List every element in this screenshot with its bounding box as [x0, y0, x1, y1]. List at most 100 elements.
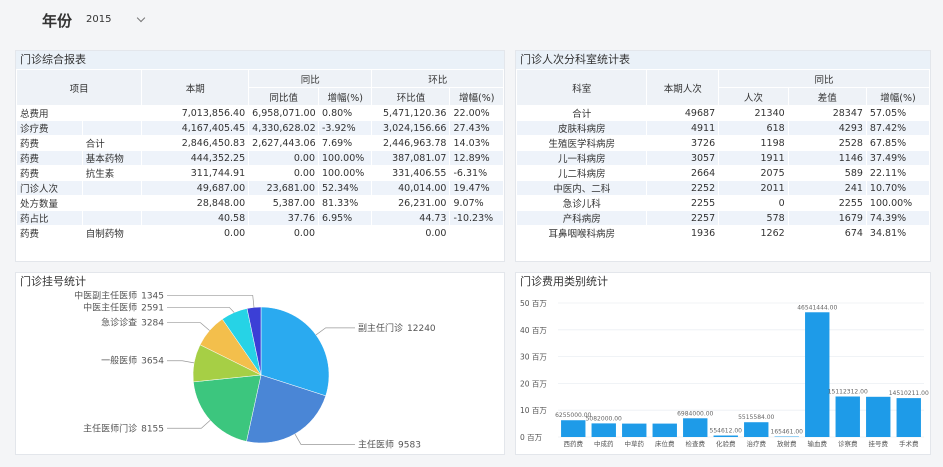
table-cell: 2,846,450.83: [141, 135, 250, 151]
header-cell: 差值: [787, 87, 867, 106]
header-cell: 本期人次: [646, 69, 720, 106]
report-table: 项目 本期 同比 环比 同比值 增幅(%) 环比值 增幅(%) 总费用 7,013…: [16, 69, 504, 241]
x-tick-label: 放射费: [777, 439, 797, 448]
bar: [896, 398, 921, 437]
table-cell: 5,387.00: [248, 195, 319, 211]
dept-table: 科室 本期人次 同比 人次 差值 增幅(%) 合计 49687 21340 28347…: [516, 69, 930, 241]
table-cell: 1146: [787, 150, 867, 166]
bar: [622, 423, 647, 437]
bar: [805, 312, 830, 437]
table-cell: -3.92%: [317, 120, 373, 136]
table-cell: 241: [787, 180, 867, 196]
table-cell: 1262: [718, 225, 789, 241]
panel-title: 门诊人次分科室统计表: [516, 51, 930, 69]
table-cell: 27.43%: [449, 120, 504, 136]
table-cell: 57.05%: [865, 105, 930, 121]
dept-panel: 门诊人次分科室统计表 科室 本期人次 同比 人次 差值 增幅(%) 合计 4968…: [515, 50, 931, 262]
year-label: 年份: [42, 12, 73, 30]
slice-label: 中医主任医师 2591: [83, 301, 164, 313]
table-cell: 100.00%: [317, 165, 373, 181]
table-cell: 311,744.91: [141, 165, 250, 181]
value-label: 6255000.00: [555, 412, 591, 419]
table-cell: 5,471,120.36: [371, 105, 451, 121]
table-cell: [449, 225, 504, 241]
table-cell: 674: [787, 225, 867, 241]
table-cell: 387,081.07: [371, 150, 451, 166]
table-cell: 81.33%: [317, 195, 373, 211]
table-cell: 处方数量: [16, 195, 83, 211]
table-cell: 40.58: [141, 210, 250, 226]
table-cell: 总费用: [16, 105, 83, 121]
table-cell: 0.00: [248, 225, 319, 241]
table-cell: 40,014.00: [371, 180, 451, 196]
value-label: 15112312.00: [828, 388, 868, 395]
slice-name: 副主任门诊: [358, 322, 403, 334]
value-label: 46541444.00: [797, 304, 837, 311]
header-cell: 项目: [16, 69, 143, 106]
table-cell: 0.00: [141, 225, 250, 241]
table-row: 急诊儿科 2255 0 2255 100.00%: [516, 195, 930, 211]
slice-value: 2591: [141, 303, 164, 313]
slice-label: 中医副主任医师 1345: [74, 291, 164, 301]
table-cell: 589: [787, 165, 867, 181]
table-cell: 诊疗费: [16, 120, 83, 136]
slice-value: 3654: [141, 357, 164, 367]
pie-panel: 门诊挂号统计 副主任门诊 12240 主任医师 9583 主任医师门诊 8155 一般医师 3…: [15, 272, 505, 455]
header-cell: 增幅(%): [865, 87, 930, 106]
value-label: 5082000.00: [586, 415, 622, 422]
table-cell: 87.42%: [865, 120, 930, 136]
leader-line: [315, 327, 355, 336]
table-cell: 22.00%: [449, 105, 504, 121]
table-cell: 49,687.00: [141, 180, 250, 196]
header-cell: 同比值: [248, 87, 319, 106]
year-select[interactable]: 2015: [82, 11, 150, 29]
table-cell: 2,446,963.78: [371, 135, 451, 151]
y-tick-label: 0 百万: [520, 433, 543, 442]
table-row: 诊疗费 4,167,405.45 4,330,628.02 -3.92% 3,024,1…: [16, 120, 504, 136]
table-cell: 37.76: [248, 210, 319, 226]
pie-slice: [193, 374, 262, 442]
x-tick-label: 中草药: [625, 439, 645, 448]
table-cell: 0.00: [371, 225, 451, 241]
table-cell: 14.03%: [449, 135, 504, 151]
table-body: 总费用 7,013,856.40 6,958,071.00 0.80% 5,471,12…: [16, 105, 504, 241]
table-row: 药费 自制药物 0.00 0.00 0.00: [16, 225, 504, 241]
table-cell: 0.00: [248, 150, 319, 166]
table-cell: 2257: [646, 210, 720, 226]
table-row: 药费 抗生素 311,744.91 0.00 100.00% 331,406.55 -6.3…: [16, 165, 504, 181]
table-cell: 618: [718, 120, 789, 136]
table-cell: 23,681.00: [248, 180, 319, 196]
table-cell: 9.07%: [449, 195, 504, 211]
table-cell: 合计: [516, 105, 648, 121]
slice-label: 急诊诊查 3284: [101, 317, 164, 329]
bar-panel: 门诊费用类别统计 0 百万 10 百万 20 百万 30 百万 40 百万 50 百万 西药…: [515, 272, 931, 455]
slice-name: 主任医师: [358, 438, 394, 450]
table-row: 儿一科病房 3057 1911 1146 37.49%: [516, 150, 930, 166]
table-cell: 7,013,856.40: [141, 105, 250, 121]
slice-name: 主任医师门诊: [83, 422, 137, 434]
table-cell: 4,167,405.45: [141, 120, 250, 136]
table-cell: 26,231.00: [371, 195, 451, 211]
table-row: 产科病房 2257 578 1679 74.39%: [516, 210, 930, 226]
table-cell: 药费: [16, 135, 83, 151]
slice-value: 9583: [398, 440, 421, 450]
table-cell: 药费: [16, 150, 83, 166]
table-row: 生殖医学科病房 3726 1198 2528 67.85%: [516, 135, 930, 151]
table-cell: 2664: [646, 165, 720, 181]
table-cell: 合计: [81, 135, 143, 151]
table-cell: 22.11%: [865, 165, 930, 181]
bar: [591, 423, 616, 437]
header-cell: 增幅(%): [317, 87, 373, 106]
bar: [835, 396, 860, 437]
leader-line: [167, 295, 255, 308]
x-tick-label: 床位费: [655, 439, 675, 448]
slice-name: 中医副主任医师: [74, 291, 137, 301]
table-cell: 52.34%: [317, 180, 373, 196]
slice-name: 中医主任医师: [83, 301, 137, 313]
table-cell: 儿一科病房: [516, 150, 648, 166]
table-cell: 2528: [787, 135, 867, 151]
table-cell: 0: [718, 195, 789, 211]
table-cell: 1911: [718, 150, 789, 166]
table-cell: [81, 180, 143, 196]
